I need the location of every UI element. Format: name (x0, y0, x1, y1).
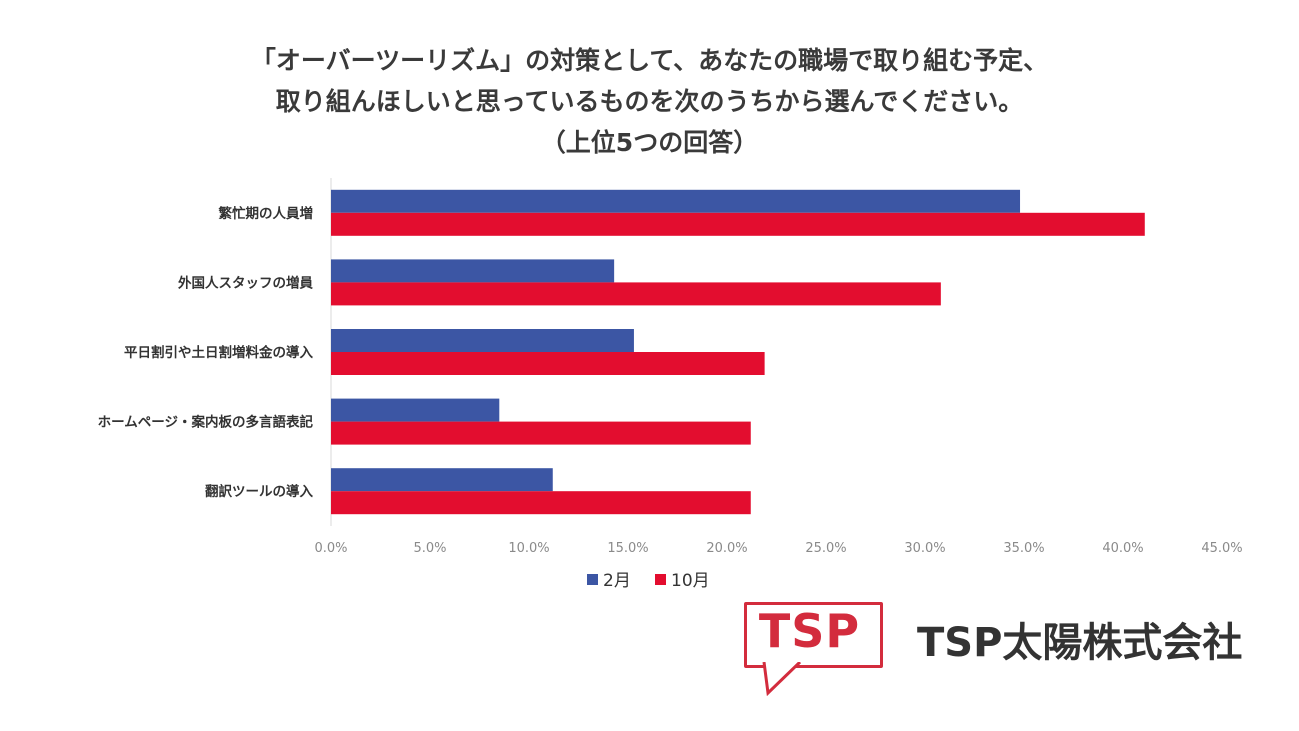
bar-series-1 (331, 189, 1021, 213)
company-logo: TSP TSP太陽株式会社 (740, 598, 1299, 698)
plot-area: 繁忙期の人員増外国人スタッフの増員平日割引や土日割増料金の導入ホームページ・案内… (98, 178, 1243, 556)
bar-series-2 (331, 421, 751, 445)
legend-label: 2月 (603, 571, 631, 591)
bar-series-1 (331, 329, 634, 352)
legend: 2月 10月 (587, 571, 710, 591)
x-tick-label: 5.0% (413, 541, 446, 556)
logo-box (744, 602, 883, 668)
chart-title-line-2: 取り組んほしいと思っているものを次のうちから選んでください。 (275, 87, 1024, 116)
bar-series-2 (331, 352, 765, 375)
category-label: 外国人スタッフの増員 (178, 274, 313, 291)
x-tick-label: 45.0% (1201, 541, 1242, 556)
x-tick-label: 20.0% (706, 541, 747, 556)
bar-series-2 (331, 491, 751, 515)
company-name: TSP太陽株式会社 (917, 620, 1243, 666)
chart-title-line-1: 「オーバーツーリズム」の対策として、あなたの職場で取り組む予定、 (250, 46, 1049, 75)
bar-series-1 (331, 468, 553, 492)
x-tick-label: 35.0% (1003, 541, 1044, 556)
category-label: ホームページ・案内板の多言語表記 (98, 414, 314, 431)
x-tick-label: 40.0% (1102, 541, 1143, 556)
legend-swatch (655, 574, 666, 585)
bar-series-1 (331, 398, 500, 422)
x-tick-label: 0.0% (314, 541, 347, 556)
x-tick-label: 30.0% (904, 541, 945, 556)
category-label: 翻訳ツールの導入 (205, 483, 313, 500)
chart-title: 「オーバーツーリズム」の対策として、あなたの職場で取り組む予定、 取り組んほしい… (0, 40, 1299, 163)
x-tick-label: 25.0% (805, 541, 846, 556)
category-label: 繁忙期の人員増 (218, 205, 314, 222)
speech-tail-icon (762, 662, 802, 696)
x-tick-label: 15.0% (607, 541, 648, 556)
category-label: 平日割引や土日割増料金の導入 (124, 344, 313, 361)
bar-series-1 (331, 259, 615, 283)
bar-chart: 繁忙期の人員増外国人スタッフの増員平日割引や土日割増料金の導入ホームページ・案内… (98, 178, 1243, 591)
bar-series-2 (331, 282, 941, 306)
legend-swatch (587, 574, 598, 585)
logo-mark: TSP (758, 604, 861, 658)
bar-series-2 (331, 212, 1145, 236)
legend-label: 10月 (671, 571, 710, 591)
x-tick-label: 10.0% (508, 541, 549, 556)
chart-title-line-3: （上位5つの回答） (540, 128, 759, 157)
